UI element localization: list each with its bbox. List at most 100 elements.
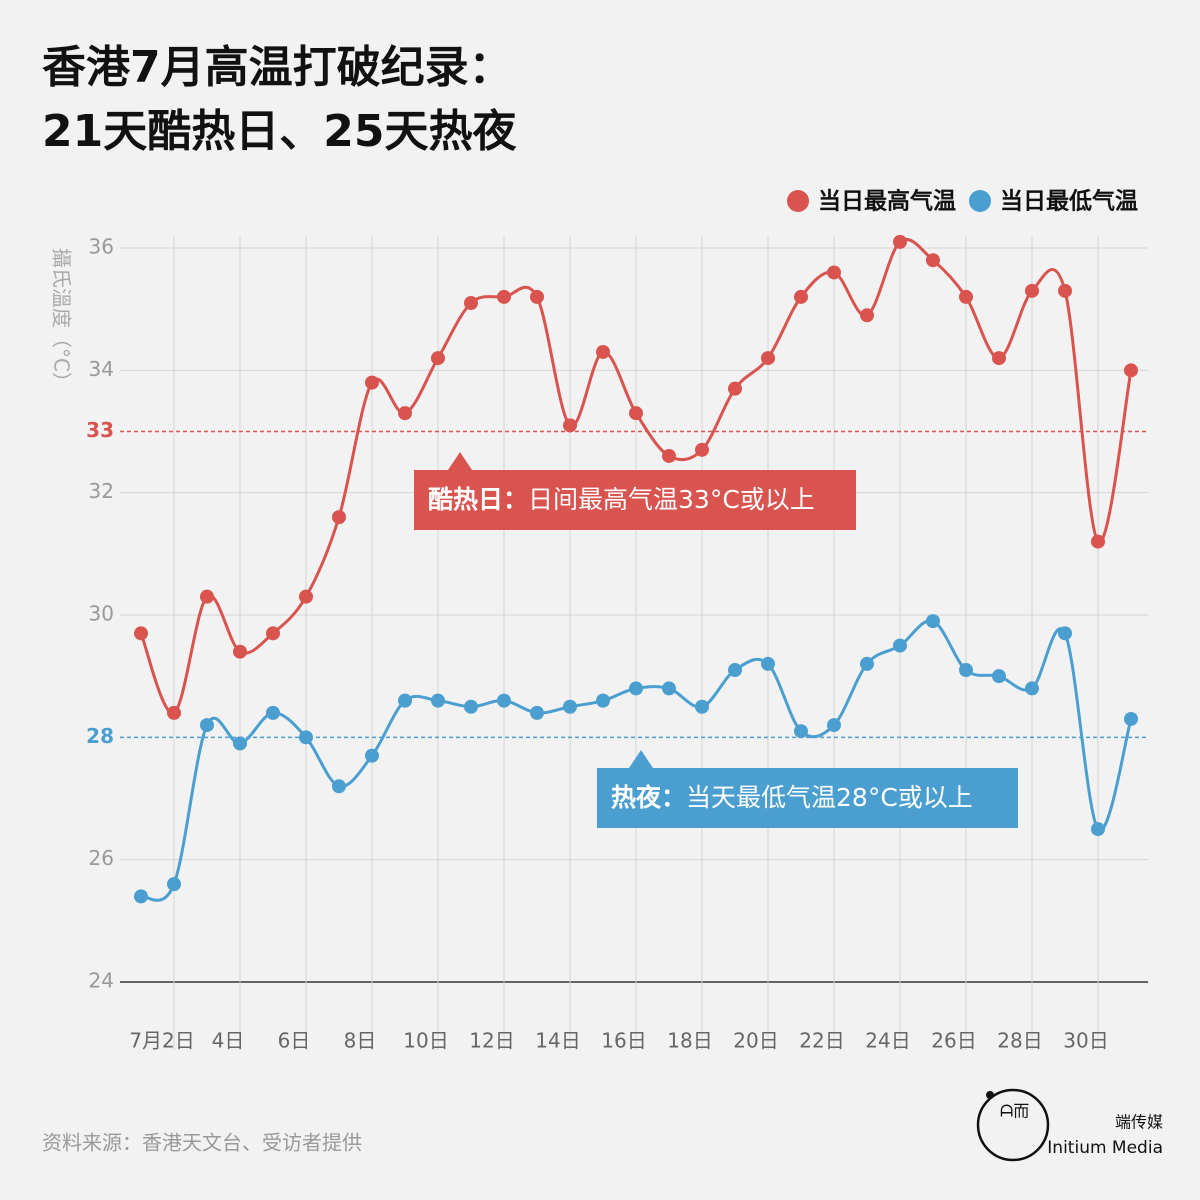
point — [926, 253, 940, 268]
point — [761, 351, 775, 366]
x-tick-label: 7月2日 — [129, 1029, 194, 1053]
point — [629, 681, 643, 696]
legend-label: 当日最高气温 — [818, 188, 956, 215]
annotation-pointer — [448, 452, 472, 470]
point — [662, 681, 676, 696]
chart-title: 香港7月高温打破纪录： — [42, 42, 513, 93]
x-tick-label: 4日 — [212, 1029, 245, 1053]
x-tick-label: 10日 — [403, 1029, 448, 1053]
point — [893, 638, 907, 653]
point — [332, 779, 346, 794]
x-tick-label: 8日 — [344, 1029, 377, 1053]
annotation-label: 酷热日： — [428, 485, 528, 514]
point — [860, 656, 874, 671]
legend-swatch — [969, 190, 991, 212]
x-tick-label: 24日 — [865, 1029, 910, 1053]
svg-text:ᗩ而: ᗩ而 — [1000, 1102, 1029, 1121]
point — [992, 351, 1006, 366]
point — [794, 289, 808, 304]
y-tick-label: 24 — [89, 969, 114, 993]
point — [893, 234, 907, 249]
annotation-box — [414, 470, 856, 530]
point — [299, 589, 313, 604]
point — [728, 381, 742, 396]
point — [860, 308, 874, 323]
point — [728, 663, 742, 678]
point — [629, 406, 643, 421]
x-tick-label: 6日 — [278, 1029, 311, 1053]
legend-swatch — [787, 190, 809, 212]
point — [563, 699, 577, 714]
point — [398, 693, 412, 708]
point — [695, 442, 709, 457]
point — [992, 669, 1006, 684]
x-tick-label: 30日 — [1063, 1029, 1108, 1053]
point — [200, 589, 214, 604]
point — [1091, 534, 1105, 549]
point — [1124, 711, 1138, 726]
x-tick-label: 20日 — [733, 1029, 778, 1053]
x-tick-label: 14日 — [535, 1029, 580, 1053]
point — [959, 663, 973, 678]
point — [1025, 283, 1039, 298]
y-tick-label: 34 — [89, 357, 114, 381]
x-tick-label: 18日 — [667, 1029, 712, 1053]
point — [233, 644, 247, 659]
y-tick-label: 30 — [89, 602, 114, 626]
chart-title: 21天酷热日、25天热夜 — [42, 106, 517, 157]
point — [563, 418, 577, 433]
point — [530, 705, 544, 720]
brand-en: Initium Media — [1047, 1138, 1163, 1158]
annotation-box — [597, 768, 1018, 828]
point — [233, 736, 247, 751]
x-tick-label: 26日 — [931, 1029, 976, 1053]
point — [134, 889, 148, 904]
annotation-label: 热夜： — [611, 783, 686, 812]
point — [794, 724, 808, 739]
point — [1025, 681, 1039, 696]
point — [596, 693, 610, 708]
y-tick-label: 33 — [86, 418, 114, 442]
point — [1091, 822, 1105, 837]
logo: ᗩ而 — [976, 1088, 1050, 1162]
point — [200, 718, 214, 733]
annotation-text: 日间最高气温33°C或以上 — [528, 485, 815, 514]
point — [497, 289, 511, 304]
point — [530, 289, 544, 304]
x-tick-label: 28日 — [997, 1029, 1042, 1053]
y-tick-label: 36 — [89, 235, 114, 259]
point — [761, 656, 775, 671]
x-tick-label: 12日 — [469, 1029, 514, 1053]
point — [266, 705, 280, 720]
annotation: 热夜：当天最低气温28°C或以上 — [611, 783, 973, 812]
point — [167, 877, 181, 892]
point — [431, 351, 445, 366]
point — [365, 748, 379, 763]
source: 资料来源：香港天文台、受访者提供 — [42, 1131, 362, 1155]
point — [662, 448, 676, 463]
point — [1058, 283, 1072, 298]
y-axis-label: 攝氏溫度（°C） — [50, 248, 74, 392]
point — [266, 626, 280, 641]
point — [959, 289, 973, 304]
point — [827, 265, 841, 280]
point — [926, 614, 940, 629]
legend-label: 当日最低气温 — [1000, 188, 1138, 215]
point — [431, 693, 445, 708]
point — [1058, 626, 1072, 641]
point — [1124, 363, 1138, 378]
point — [398, 406, 412, 421]
point — [167, 705, 181, 720]
brand-cn: 端传媒 — [1115, 1113, 1163, 1132]
point — [134, 626, 148, 641]
x-tick-label: 22日 — [799, 1029, 844, 1053]
y-tick-label: 26 — [89, 846, 114, 870]
annotation-text: 当天最低气温28°C或以上 — [686, 783, 973, 812]
annotation: 酷热日：日间最高气温33°C或以上 — [428, 485, 815, 514]
y-tick-label: 28 — [86, 724, 114, 748]
point — [497, 693, 511, 708]
x-tick-label: 16日 — [601, 1029, 646, 1053]
y-tick-label: 32 — [89, 479, 114, 503]
point — [596, 344, 610, 359]
